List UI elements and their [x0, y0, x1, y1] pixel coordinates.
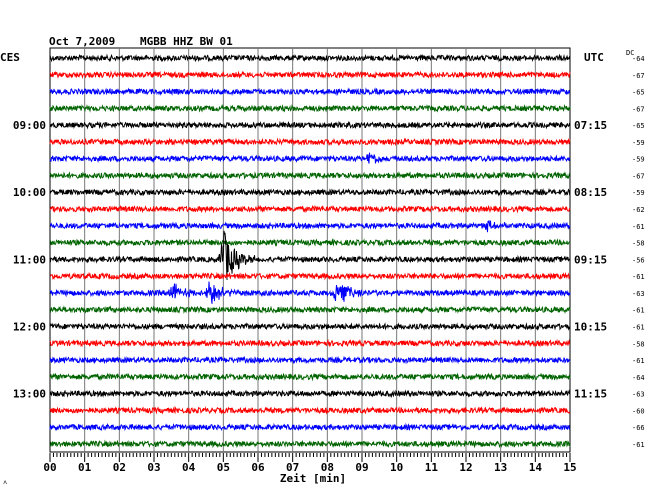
x-tick-label: 14: [529, 461, 543, 474]
left-time-label: 11:00: [13, 253, 46, 266]
left-time-label: 09:00: [13, 119, 46, 132]
left-timezone: CES: [0, 51, 20, 64]
x-tick-label: 13: [494, 461, 507, 474]
seismic-trace: [49, 137, 571, 147]
seismic-trace: [49, 372, 571, 382]
chart-date: Oct 7,2009: [49, 35, 116, 48]
seismic-trace: [49, 271, 571, 281]
seismic-trace: [49, 103, 571, 113]
x-tick-label: 06: [251, 461, 265, 474]
dc-offset-label: -67: [632, 172, 645, 180]
dc-offset-label: -63: [632, 391, 645, 399]
seismic-trace: [49, 53, 571, 63]
seismic-trace: [49, 220, 571, 233]
seismic-trace: [49, 152, 571, 164]
seismic-trace: [49, 187, 571, 197]
dc-offset-label: -61: [632, 307, 645, 315]
seismic-trace: [49, 422, 571, 432]
dc-offset-label: -61: [632, 223, 645, 231]
seismic-trace: [49, 230, 571, 280]
x-tick-label: 11: [425, 461, 439, 474]
left-time-label: 10:00: [13, 186, 46, 199]
dc-offset-label: -67: [632, 105, 645, 113]
x-tick-label: 15: [563, 461, 576, 474]
x-tick-label: 01: [78, 461, 92, 474]
seismic-trace: [49, 405, 571, 415]
x-tick-label: 07: [286, 461, 299, 474]
dc-offset-label: -67: [632, 72, 645, 80]
dc-offset-label: -65: [632, 89, 645, 97]
x-tick-label: 09: [355, 461, 368, 474]
dc-offset-label: -65: [632, 122, 645, 130]
right-timezone: UTC: [584, 51, 604, 64]
dc-offset-label: -60: [632, 407, 645, 415]
seismic-trace: [49, 338, 571, 348]
dc-offset-label: -59: [632, 156, 645, 164]
right-time-label: 08:15: [574, 186, 607, 199]
right-time-label: 11:15: [574, 388, 607, 401]
left-time-label: 12:00: [13, 320, 46, 333]
x-tick-label: 04: [182, 461, 196, 474]
x-tick-label: 02: [113, 461, 126, 474]
seismic-trace: [49, 321, 571, 331]
seismic-trace: [49, 120, 571, 130]
x-tick-label: 00: [43, 461, 56, 474]
dc-offset-label: -56: [632, 256, 645, 264]
seismic-trace: [49, 281, 571, 304]
seismic-trace: [49, 238, 571, 247]
seismic-trace: [49, 204, 571, 214]
dc-offset-label: -62: [632, 206, 645, 214]
corner-mark: ˄: [3, 479, 8, 487]
right-time-label: 10:15: [574, 320, 607, 333]
plot-frame: [49, 47, 571, 453]
dc-offset-label: -66: [632, 424, 645, 432]
station-code: MGBB HHZ BW 01: [140, 35, 233, 48]
seismic-trace: [49, 355, 571, 365]
seismic-trace: [49, 439, 571, 449]
dc-offset-header: DC: [626, 49, 635, 57]
seismic-trace: [49, 70, 571, 80]
dc-offset-label: -58: [632, 240, 645, 248]
x-tick-label: 10: [390, 461, 403, 474]
x-tick-label: 12: [459, 461, 472, 474]
dc-offset-label: -64: [632, 55, 645, 63]
dc-offset-label: -61: [632, 357, 645, 365]
dc-offset-label: -61: [632, 323, 645, 331]
dc-offset-label: -59: [632, 139, 645, 147]
seismic-trace: [49, 87, 571, 97]
dc-offset-label: -61: [632, 441, 645, 449]
left-time-label: 13:00: [13, 388, 46, 401]
right-time-label: 09:15: [574, 253, 607, 266]
dc-offset-label: -59: [632, 189, 645, 197]
seismic-trace: [49, 389, 571, 399]
x-tick-label: 05: [217, 461, 230, 474]
seismic-trace: [49, 305, 571, 315]
seismic-trace: [49, 171, 571, 180]
right-time-label: 07:15: [574, 119, 607, 132]
dc-offset-label: -64: [632, 374, 645, 382]
dc-offset-label: -63: [632, 290, 645, 298]
x-axis-label: Zeit [min]: [280, 472, 346, 485]
dc-offset-label: -58: [632, 340, 645, 348]
dc-offset-label: -61: [632, 273, 645, 281]
x-tick-label: 08: [321, 461, 334, 474]
x-tick-label: 03: [147, 461, 160, 474]
